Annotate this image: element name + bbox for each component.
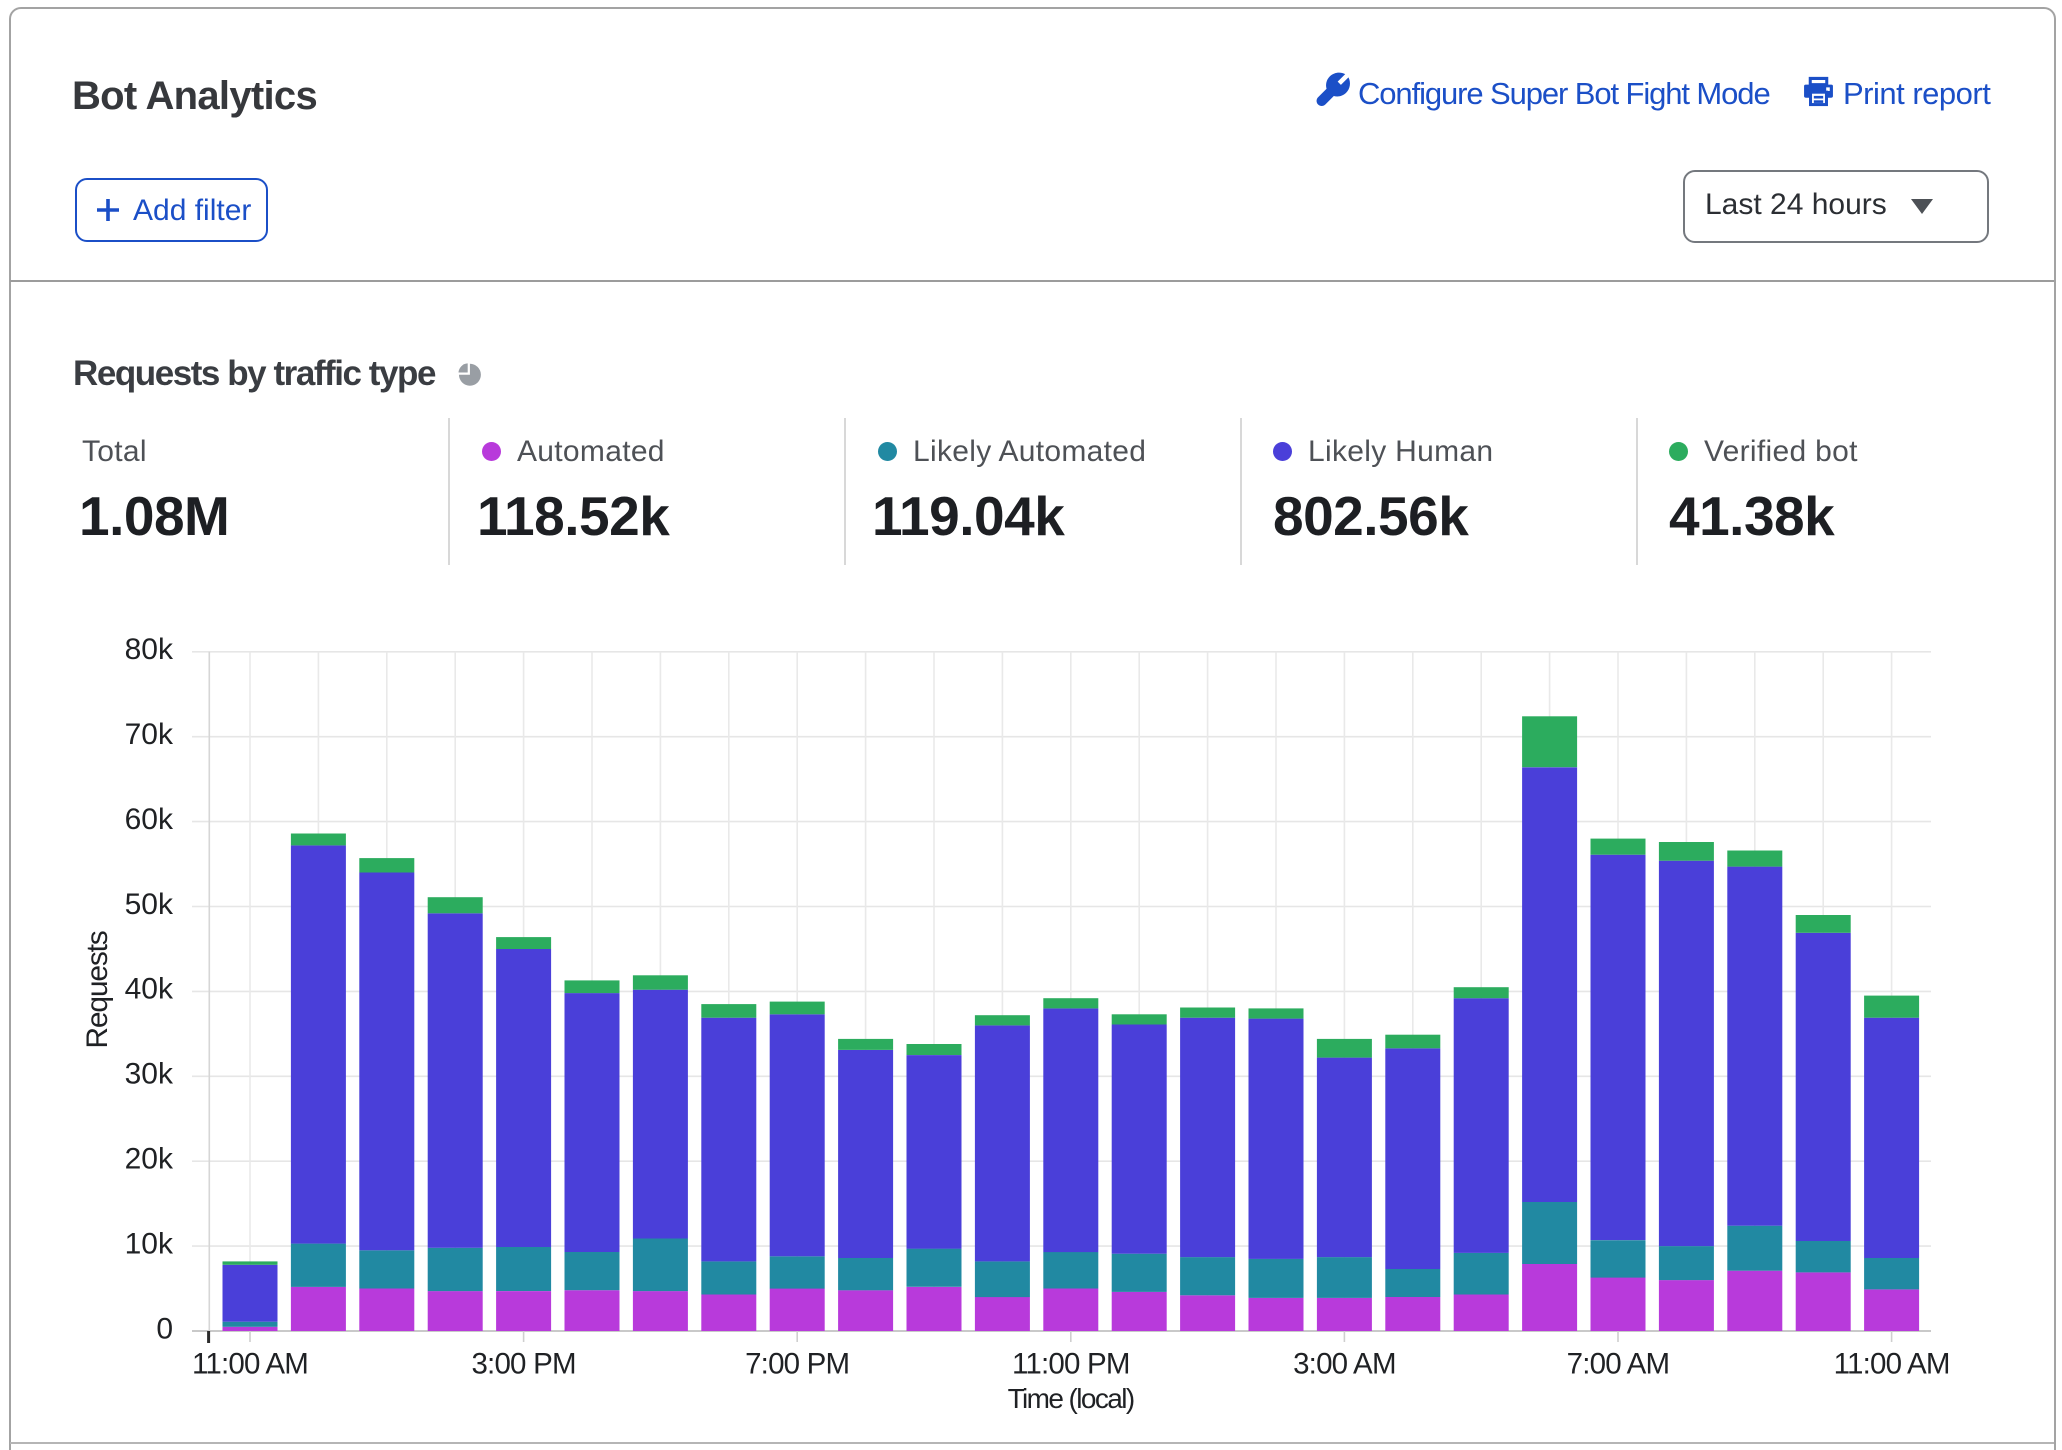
svg-text:50k: 50k <box>125 888 174 921</box>
svg-text:3:00 PM: 3:00 PM <box>471 1348 575 1381</box>
svg-text:70k: 70k <box>125 718 174 751</box>
svg-text:0: 0 <box>156 1312 173 1345</box>
svg-text:10k: 10k <box>125 1227 174 1260</box>
svg-text:40k: 40k <box>125 973 174 1006</box>
svg-text:80k: 80k <box>125 633 174 666</box>
svg-text:7:00 AM: 7:00 AM <box>1567 1348 1670 1381</box>
svg-text:3:00 AM: 3:00 AM <box>1293 1348 1396 1381</box>
svg-text:11:00 AM: 11:00 AM <box>1834 1348 1950 1381</box>
svg-text:11:00 AM: 11:00 AM <box>192 1348 308 1381</box>
svg-text:Time (local): Time (local) <box>1008 1383 1134 1414</box>
svg-text:60k: 60k <box>125 803 174 836</box>
svg-text:11:00 PM: 11:00 PM <box>1012 1348 1130 1381</box>
svg-text:20k: 20k <box>125 1143 174 1176</box>
svg-text:7:00 PM: 7:00 PM <box>745 1348 849 1381</box>
svg-text:Requests: Requests <box>81 931 114 1048</box>
svg-text:30k: 30k <box>125 1058 174 1091</box>
